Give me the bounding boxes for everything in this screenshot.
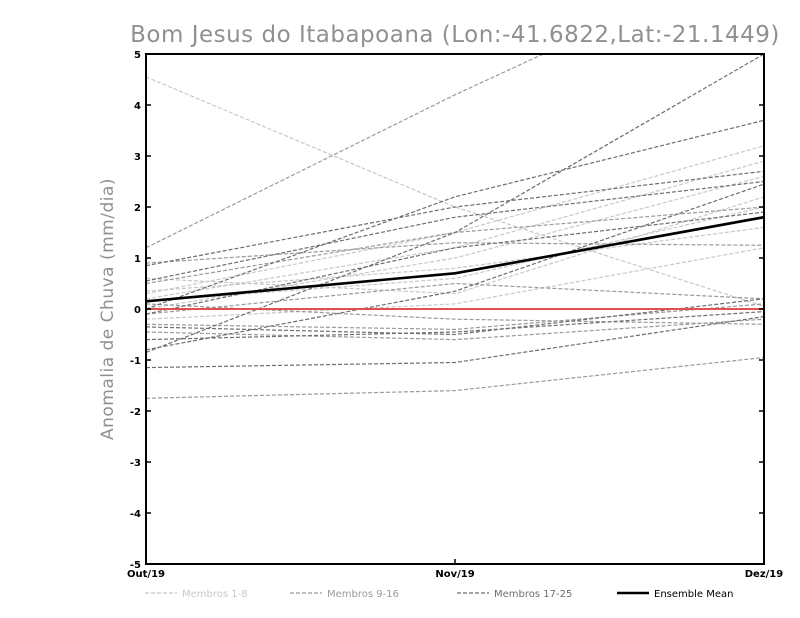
ensemble-mean-line <box>146 215 764 303</box>
y-tick-label: -3 <box>130 458 141 469</box>
y-tick-label: -4 <box>130 509 141 520</box>
member-line-group-3 <box>146 311 764 341</box>
y-tick-label: -2 <box>130 407 141 418</box>
member-line-group-1 <box>146 196 764 295</box>
y-tick-label: 2 <box>134 203 141 214</box>
member-line-group-3 <box>146 316 764 369</box>
y-tick-label: 5 <box>134 50 141 61</box>
y-tick-label: 1 <box>134 254 141 265</box>
member-line-group-2 <box>146 54 545 249</box>
y-tick-label: 3 <box>134 152 141 163</box>
legend-label: Membros 1-8 <box>182 589 248 600</box>
x-tick-label: Dez/19 <box>745 569 784 580</box>
y-tick-label: 4 <box>134 101 141 112</box>
member-line-group-3 <box>146 119 764 310</box>
legend-label: Ensemble Mean <box>654 589 733 600</box>
member-line-group-3 <box>146 211 764 315</box>
ensemble-mean-line <box>146 215 764 303</box>
member-line-group-1 <box>146 76 764 307</box>
member-line-group-2 <box>146 242 764 264</box>
member-line-group-1 <box>146 206 764 302</box>
member-line-group-2 <box>146 282 764 315</box>
member-line-group-3 <box>146 180 764 282</box>
chart-title: Bom Jesus do Itabapoana (Lon:-41.6822,La… <box>130 22 780 48</box>
member-line-group-2 <box>146 318 764 341</box>
x-tick-label: Out/19 <box>127 569 165 580</box>
member-line-group-1 <box>146 160 764 300</box>
legend-label: Membros 17-25 <box>494 589 572 600</box>
y-tick-label: -1 <box>130 356 141 367</box>
y-tick-label: 0 <box>134 305 141 316</box>
x-tick-label: Nov/19 <box>435 569 474 580</box>
member-line-group-3 <box>146 54 764 353</box>
member-line-group-3 <box>146 170 764 267</box>
member-line-group-2 <box>146 356 764 399</box>
legend-label: Membros 9-16 <box>327 589 399 600</box>
member-line-group-1 <box>146 226 764 292</box>
member-line-group-2 <box>146 303 764 331</box>
legend: Membros 1-8 Membros 9-16 Membros 17-25 Ense… <box>145 589 733 600</box>
member-lines <box>146 54 764 399</box>
x-axis-ticks: Out/19 Nov/19 Dez/19 <box>127 559 783 580</box>
y-axis-ticks: 5 4 3 2 1 0 -1 -2 -3 -4 -5 <box>130 50 764 571</box>
y-axis-label: Anomalia de Chuva (mm/dia) <box>98 178 118 440</box>
member-line-group-3 <box>146 183 764 351</box>
member-line-group-1 <box>146 247 764 320</box>
member-line-group-1 <box>146 145 764 295</box>
y-tick-label: -5 <box>130 560 141 571</box>
member-line-group-3 <box>146 298 764 336</box>
